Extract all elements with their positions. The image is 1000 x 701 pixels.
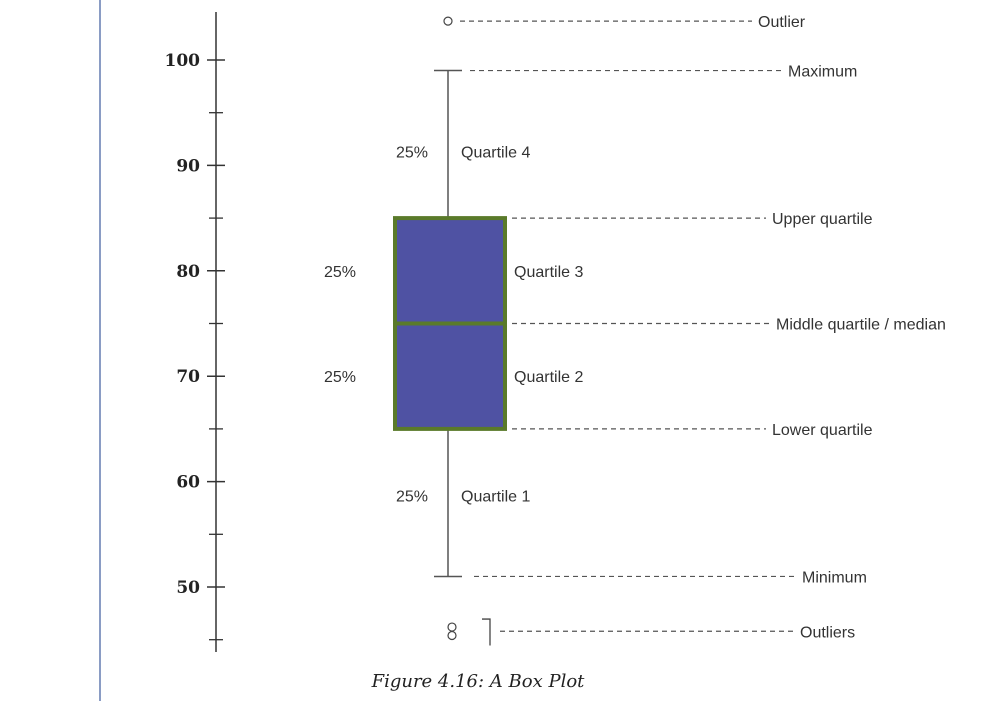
segment-label: Quartile 3 (514, 264, 583, 281)
outlier-point (447, 630, 457, 641)
annotation-label: Maximum (788, 64, 857, 81)
y-tick-label: 100 (165, 51, 201, 71)
annotation-label: Lower quartile (772, 422, 873, 439)
y-tick-label: 80 (176, 262, 200, 282)
segment-percent: 25% (324, 264, 356, 281)
figure-caption: Figure 4.16: A Box Plot (0, 671, 1000, 692)
outlier-point (447, 622, 457, 632)
y-tick-label: 50 (176, 578, 200, 598)
segment-percent: 25% (396, 488, 428, 505)
outlier-point (443, 16, 453, 26)
y-tick-label: 90 (176, 156, 200, 176)
y-tick-label: 70 (176, 367, 200, 387)
figure-caption-text: Figure 4.16: A Box Plot (371, 671, 585, 692)
annotation-label: Outlier (758, 14, 806, 31)
box-lower-half (393, 321, 507, 431)
annotation-label: Middle quartile / median (776, 317, 946, 334)
y-tick-label: 60 (176, 473, 200, 493)
annotation-label: Outliers (800, 624, 855, 641)
segment-percent: 25% (396, 145, 428, 162)
segment-percent: 25% (324, 369, 356, 386)
segment-label: Quartile 2 (514, 369, 583, 386)
outliers-bracket (482, 618, 491, 646)
annotation-label: Upper quartile (772, 211, 873, 228)
segment-label: Quartile 4 (461, 145, 530, 162)
box-upper-half (393, 216, 507, 326)
annotation-label: Minimum (802, 569, 867, 586)
page-margin-rule (99, 0, 101, 701)
segment-label: Quartile 1 (461, 488, 530, 505)
